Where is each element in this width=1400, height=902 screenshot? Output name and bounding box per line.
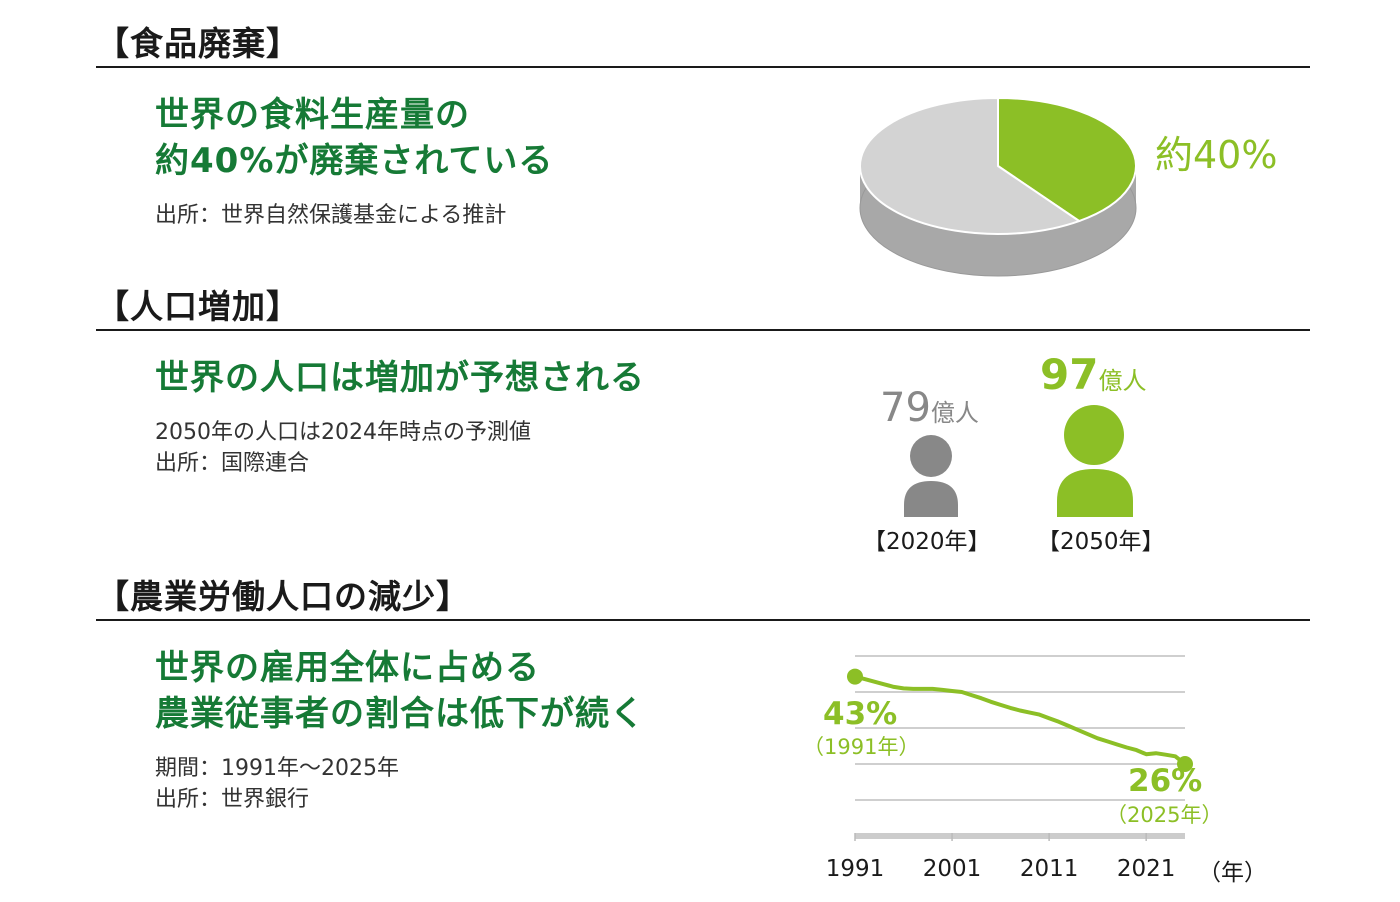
pop-2020-value: 79億人: [880, 385, 979, 431]
pop-2050-value: 97億人: [1040, 350, 1146, 399]
x-axis-unit: （年）: [1198, 860, 1267, 886]
start-year-label: （1991年）: [803, 735, 920, 759]
pie-slice-rest: [859, 96, 1082, 235]
person-2020-icon: [904, 435, 958, 517]
series-line: [854, 674, 1187, 766]
end-year-label: （2025年）: [1106, 803, 1223, 827]
section-heading-agri-labor: 【農業労働人口の減少】: [96, 578, 1310, 622]
person-2020-head: [910, 435, 952, 477]
line-series: [847, 668, 1193, 772]
pop-2020-number: 79: [880, 385, 931, 431]
pie-side-face: [860, 166, 1136, 276]
end-value-label: 26%: [1128, 763, 1203, 799]
population-source: 出所：国際連合: [155, 451, 310, 476]
person-2050-head: [1064, 405, 1124, 465]
pop-2050-year: 【2050年】: [1037, 529, 1165, 555]
section-heading-food-waste: 【食品廃棄】: [96, 25, 1310, 69]
pop-2050-number: 97: [1040, 350, 1099, 399]
population-note: 2050年の人口は2024年時点の予測値: [155, 420, 531, 445]
person-2050-icon: [1057, 405, 1133, 517]
food-waste-headline: 世界の食料生産量の 約40%が廃棄されている: [155, 92, 553, 184]
headline-line-1: 世界の雇用全体に占める: [155, 648, 540, 688]
pie-slice-waste: [997, 96, 1137, 223]
person-2020-body: [904, 481, 958, 517]
x-tick-label-2001: 2001: [923, 856, 982, 882]
line-grid: [855, 655, 1185, 801]
x-tick-label-2021: 2021: [1117, 856, 1176, 882]
start-point: [847, 668, 863, 685]
pop-2050-unit: 億人: [1098, 367, 1147, 395]
x-tick-label-2011: 2011: [1020, 856, 1079, 882]
pop-2020-year: 【2020年】: [863, 529, 991, 555]
population-headline: 世界の人口は増加が予想される: [155, 358, 645, 398]
pop-2020-unit: 億人: [930, 399, 979, 427]
pie-label-40-percent: 約40%: [1155, 133, 1278, 177]
agri-headline: 世界の雇用全体に占める 農業従事者の割合は低下が続く: [155, 645, 645, 737]
pie-top: [859, 96, 1137, 235]
headline-line-2: 約40%が廃棄されている: [155, 141, 554, 181]
headline-line-2: 農業従事者の割合は低下が続く: [155, 694, 645, 734]
person-2050-body: [1057, 469, 1133, 517]
agri-source: 出所：世界銀行: [155, 787, 310, 812]
agri-line-chart: 1991 2001 2011 2021: [826, 655, 1193, 882]
section-heading-population: 【人口増加】: [96, 288, 1310, 332]
food-waste-source: 出所：世界自然保護基金による推計: [155, 203, 507, 228]
food-waste-pie-chart: [859, 96, 1137, 277]
start-value-label: 43%: [823, 696, 898, 732]
headline-line-1: 世界の食料生産量の: [155, 95, 470, 135]
end-point: [1177, 756, 1193, 772]
agri-period: 期間：1991年～2025年: [155, 756, 399, 781]
line-tick-labels: 1991 2001 2011 2021: [826, 856, 1176, 882]
x-tick-label-1991: 1991: [826, 856, 885, 882]
line-x-axis: [854, 833, 1185, 841]
